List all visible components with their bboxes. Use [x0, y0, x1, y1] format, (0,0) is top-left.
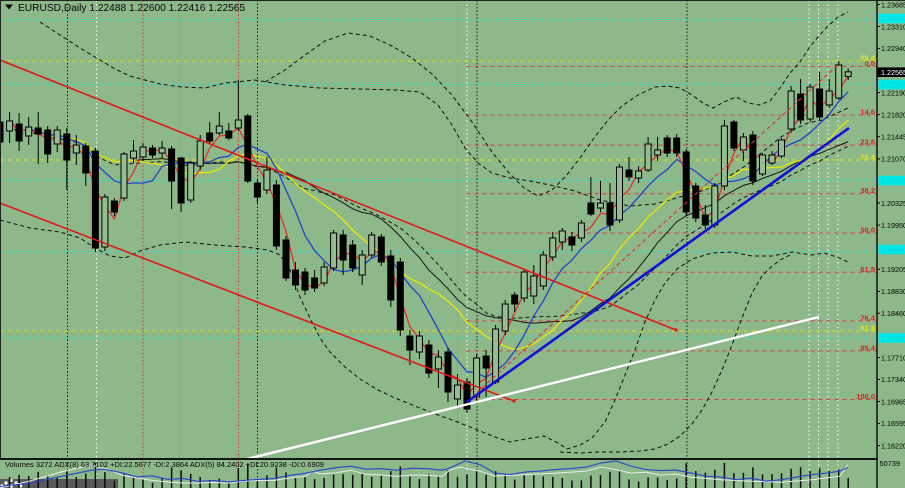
svg-text:1.17340: 1.17340 — [881, 375, 905, 384]
svg-text:Volumes 3272 ADX(8) 63.7102 +: Volumes 3272 ADX(8) 63.7102 +DI:22.5677 … — [5, 460, 324, 469]
svg-text:50739: 50739 — [880, 459, 901, 468]
svg-text:1.20325: 1.20325 — [881, 199, 905, 208]
svg-text:1.22565: 1.22565 — [881, 68, 905, 77]
svg-text:EURUSD,Daily 1.22488 1.22600: EURUSD,Daily 1.22488 1.22600 1.22416 1.2… — [18, 3, 245, 14]
svg-text:1.18830: 1.18830 — [881, 287, 905, 296]
svg-text:61.8: 61.8 — [860, 265, 875, 274]
svg-text:85.4: 85.4 — [860, 54, 875, 63]
svg-text:1.20705: 1.20705 — [881, 176, 905, 185]
svg-text:1.16965: 1.16965 — [881, 397, 905, 406]
svg-text:100.0: 100.0 — [856, 392, 875, 401]
svg-text:1.19550: 1.19550 — [881, 245, 905, 254]
svg-text:38.2: 38.2 — [860, 186, 875, 195]
svg-text:1.18115: 1.18115 — [881, 334, 905, 343]
svg-text:1.22345: 1.22345 — [881, 80, 905, 89]
svg-text:14.6: 14.6 — [860, 108, 875, 117]
svg-text:1.19950: 1.19950 — [881, 221, 905, 230]
svg-text:1.16220: 1.16220 — [881, 441, 905, 450]
svg-text:1.21820: 1.21820 — [881, 110, 905, 119]
svg-text:1.21070: 1.21070 — [881, 155, 905, 164]
svg-text:1.16595: 1.16595 — [881, 419, 905, 428]
svg-text:61.8: 61.8 — [860, 324, 875, 333]
svg-text:76.4: 76.4 — [860, 153, 875, 162]
svg-text:23.6: 23.6 — [860, 138, 875, 147]
svg-text:1.21445: 1.21445 — [881, 133, 905, 142]
svg-text:1.17710: 1.17710 — [881, 353, 905, 362]
svg-text:1.22190: 1.22190 — [881, 89, 905, 98]
svg-text:1.18460: 1.18460 — [881, 309, 905, 318]
svg-text:76.4: 76.4 — [860, 313, 875, 322]
svg-text:50.0: 50.0 — [860, 226, 875, 235]
svg-text:1.19205: 1.19205 — [881, 265, 905, 274]
svg-text:1.23685: 1.23685 — [881, 0, 905, 9]
svg-text:1.23310: 1.23310 — [881, 22, 905, 31]
svg-text:1.23445: 1.23445 — [881, 14, 905, 23]
svg-text:0.0: 0.0 — [865, 59, 875, 68]
svg-text:1.22940: 1.22940 — [881, 44, 905, 53]
svg-text:85.4: 85.4 — [860, 343, 875, 352]
